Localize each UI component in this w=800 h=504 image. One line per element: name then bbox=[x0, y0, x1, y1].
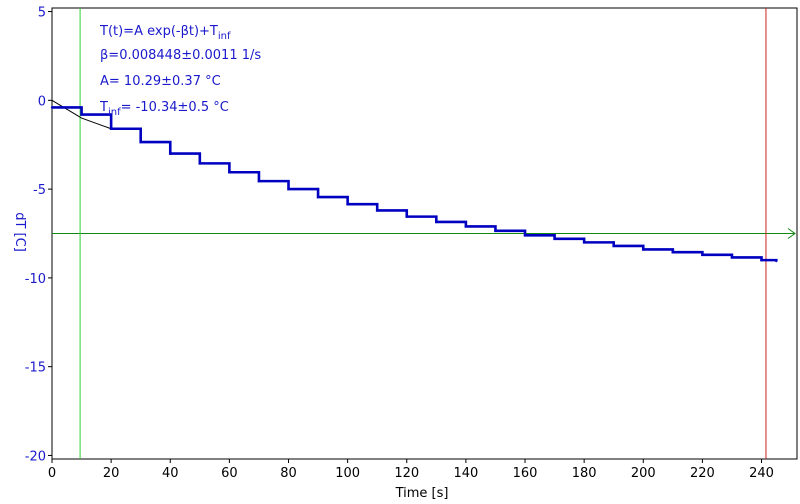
annotation-formula: T(t)=A exp(-βt)+Tinf bbox=[99, 24, 231, 42]
y-axis-ticks: 5 0 -5 -10 -15 -20 bbox=[25, 6, 52, 464]
data-point bbox=[139, 140, 142, 144]
annotation-beta: β=0.008448±0.0011 1/s bbox=[100, 48, 261, 63]
annotation-a: A= 10.29±0.37 °C bbox=[100, 74, 221, 89]
data-point bbox=[612, 244, 615, 248]
x-tick-label: 160 bbox=[513, 466, 538, 481]
x-tick-label: 80 bbox=[280, 466, 297, 481]
x-tick-label: 200 bbox=[631, 466, 656, 481]
data-point bbox=[775, 259, 778, 263]
data-point bbox=[435, 220, 438, 224]
data-point bbox=[553, 237, 556, 241]
data-point bbox=[169, 152, 172, 155]
data-point bbox=[523, 234, 527, 237]
fit-annotation: T(t)=A exp(-βt)+Tinf β=0.008448±0.0011 1… bbox=[99, 24, 261, 118]
data-point bbox=[701, 253, 704, 257]
x-tick-label: 220 bbox=[690, 466, 715, 481]
data-point bbox=[50, 106, 54, 109]
y-tick-label: -5 bbox=[33, 183, 46, 198]
x-tick-label: 60 bbox=[221, 466, 238, 481]
data-series bbox=[50, 106, 778, 263]
x-tick-label: 100 bbox=[335, 466, 360, 481]
data-point bbox=[346, 203, 349, 206]
x-tick-label: 20 bbox=[103, 466, 120, 481]
data-point bbox=[257, 179, 261, 183]
data-point bbox=[198, 162, 202, 165]
y-axis-label: dT [C] bbox=[12, 212, 27, 252]
data-point bbox=[109, 127, 113, 130]
y-tick-label: -15 bbox=[25, 361, 46, 376]
threshold-arrow-icon bbox=[787, 228, 796, 239]
fit-curve bbox=[51, 99, 112, 130]
data-point bbox=[287, 187, 290, 191]
y-tick-label: -20 bbox=[25, 449, 46, 464]
data-point bbox=[228, 171, 231, 174]
y-tick-label: -10 bbox=[25, 272, 46, 287]
data-point bbox=[80, 113, 83, 116]
data-point bbox=[494, 229, 497, 233]
x-tick-label: 180 bbox=[572, 466, 597, 481]
data-point bbox=[730, 256, 734, 259]
data-point bbox=[316, 195, 320, 199]
x-tick-label: 120 bbox=[394, 466, 419, 481]
data-point bbox=[464, 225, 468, 228]
data-point bbox=[582, 241, 586, 244]
data-point bbox=[760, 258, 763, 262]
x-tick-label: 40 bbox=[162, 466, 179, 481]
x-axis-label: Time [s] bbox=[395, 486, 449, 501]
x-tick-label: 140 bbox=[453, 466, 478, 481]
data-point bbox=[375, 209, 379, 212]
data-point bbox=[671, 250, 675, 254]
data-point bbox=[642, 248, 645, 251]
x-axis-ticks: 0 20 40 60 80 100 120 140 160 180 200 220 240 bbox=[48, 459, 774, 481]
y-tick-label: 0 bbox=[38, 94, 46, 109]
y-tick-label: 5 bbox=[38, 6, 46, 21]
data-point bbox=[405, 215, 408, 218]
x-tick-label: 240 bbox=[749, 466, 774, 481]
x-tick-label: 0 bbox=[48, 466, 56, 481]
annotation-tinf: Tinf= -10.34±0.5 °C bbox=[99, 100, 229, 118]
